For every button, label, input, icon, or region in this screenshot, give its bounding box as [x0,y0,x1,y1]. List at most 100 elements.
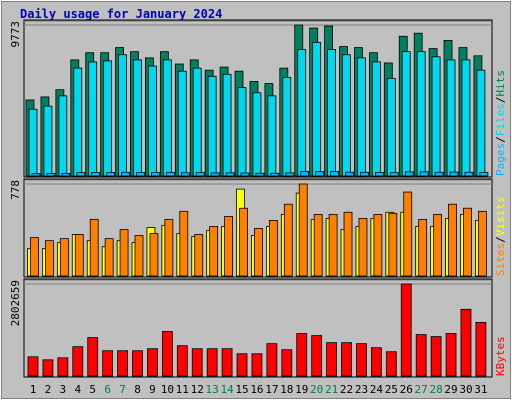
bar [386,77,396,177]
bar [117,350,128,377]
bar [267,95,277,177]
bar [419,171,429,177]
bar [162,59,172,177]
x-tick-label: 2 [45,383,52,396]
x-tick-label: 23 [355,383,368,396]
bar [252,92,262,177]
legend-entry: Visits [494,197,507,237]
x-tick-label: 21 [325,383,338,396]
legend-separator: / [494,136,507,143]
bar [430,336,442,377]
bar [121,171,130,177]
bar [282,76,292,177]
x-tick-label: 24 [370,383,384,396]
bar [388,212,398,277]
bar [403,191,413,277]
bar [445,333,457,377]
bar [404,171,414,177]
x-tick-label: 16 [250,383,263,396]
bar [251,353,263,377]
bar [476,69,486,177]
bar [57,357,69,377]
bar [179,210,189,277]
bar [59,238,69,277]
bar [296,333,308,377]
bar [133,59,142,177]
legend-entry: Files [494,103,507,136]
x-tick-label: 7 [119,383,126,396]
legend-separator: / [494,236,507,243]
x-tick-label: 20 [310,383,323,396]
bar [31,173,41,177]
bar [149,233,159,277]
x-tick-label: 15 [235,383,248,396]
bar [236,353,248,377]
x-tick-label: 27 [415,383,428,396]
x-tick-label: 4 [74,383,81,396]
x-tick-label: 28 [429,383,442,396]
bar [315,171,325,177]
bar [448,203,457,277]
bar [342,54,351,177]
x-tick-label: 10 [161,383,174,396]
legend-separator: / [494,97,507,104]
y-tick-label: 778 [9,180,22,200]
bar [464,171,474,177]
bar [28,108,38,177]
bar [400,283,412,377]
legend-entry: Pages [494,143,507,176]
x-tick-label: 18 [280,383,293,396]
bar [237,87,247,177]
bar [73,67,83,177]
bar [300,171,310,177]
bar [118,54,127,177]
bar [328,213,338,277]
legend: Sites/Visits [494,197,507,277]
bar [358,218,368,277]
x-tick-label: 29 [444,383,457,396]
legend-entry: KBytes [494,336,507,376]
bar [195,172,205,177]
bar [76,172,86,177]
bar [43,105,53,177]
bar [374,172,384,177]
bar [221,348,233,377]
bar [460,308,472,377]
bar [373,213,383,277]
bar [119,229,129,277]
bar [285,172,295,177]
bar [446,59,456,177]
bar [330,171,340,177]
bar [88,61,98,177]
x-tick-label: 30 [459,383,472,396]
bar [164,218,174,277]
bar [389,172,399,177]
legend-entry: Hits [494,70,507,97]
bar [210,172,220,177]
bar [477,210,487,277]
bar [433,213,443,277]
bar [147,348,158,377]
bar [266,343,278,377]
bar [207,75,217,177]
legend: Pages/Files/Hits [494,70,507,176]
x-tick-label: 25 [385,383,398,396]
bar [298,183,308,277]
bar [475,322,487,377]
bar [360,171,369,177]
bar [415,334,427,377]
bar [371,61,381,177]
chart-title: Daily usage for January 2024 [20,7,222,21]
bar [401,51,411,177]
bar [151,172,160,177]
x-tick-label: 12 [191,383,204,396]
bar [418,218,428,277]
x-tick-label: 8 [134,383,141,396]
bar [134,235,144,277]
bar [102,350,114,377]
bar [180,172,190,177]
bar [194,234,204,277]
bar [165,171,175,177]
bar [206,348,218,377]
